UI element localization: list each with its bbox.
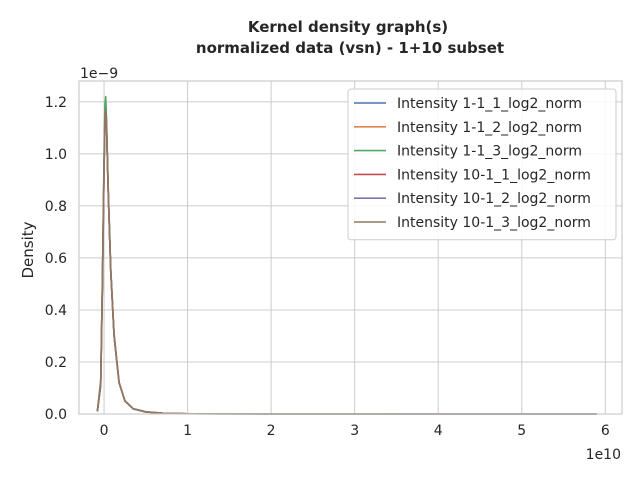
y-offset-label: 1e−9 (80, 66, 118, 82)
legend: Intensity 1-1_1_log2_norm Intensity 1-1_2… (347, 88, 617, 241)
x-tick-label: 0 (100, 423, 109, 439)
legend-label: Intensity 1-1_3_log2_norm (397, 144, 582, 160)
plot-frame (78, 80, 623, 415)
y-tick-label: 0.0 (45, 407, 67, 423)
y-tick-label: 1.0 (45, 147, 67, 163)
legend-label: Intensity 10-1_2_log2_norm (397, 191, 591, 207)
x-offset-label: 1e10 (586, 447, 621, 463)
y-tick-label: 0.4 (45, 303, 67, 319)
x-tick-label: 4 (434, 423, 443, 439)
legend-box (347, 88, 617, 241)
x-tick-label: 3 (350, 423, 359, 439)
x-tick-label: 1 (183, 423, 192, 439)
chart-title: Kernel density graph(s) (248, 18, 448, 36)
y-axis-label: Density (19, 221, 37, 278)
legend-label: Intensity 1-1_2_log2_norm (397, 120, 582, 136)
y-tick-label: 0.8 (45, 199, 67, 215)
tick-labels: 0 1 2 3 4 5 6 0.0 0.2 0.4 0.6 0.8 1.0 1.2 (45, 95, 610, 439)
x-tick-label: 5 (517, 423, 526, 439)
y-tick-label: 1.2 (45, 95, 67, 111)
x-tick-label: 6 (601, 423, 610, 439)
x-tick-label: 2 (267, 423, 276, 439)
y-tick-label: 0.2 (45, 355, 67, 371)
legend-label: Intensity 10-1_3_log2_norm (397, 215, 591, 231)
y-tick-label: 0.6 (45, 251, 67, 267)
legend-label: Intensity 10-1_1_log2_norm (397, 167, 591, 183)
legend-label: Intensity 1-1_1_log2_norm (397, 96, 582, 112)
chart-subtitle: normalized data (vsn) - 1+10 subset (196, 39, 504, 57)
